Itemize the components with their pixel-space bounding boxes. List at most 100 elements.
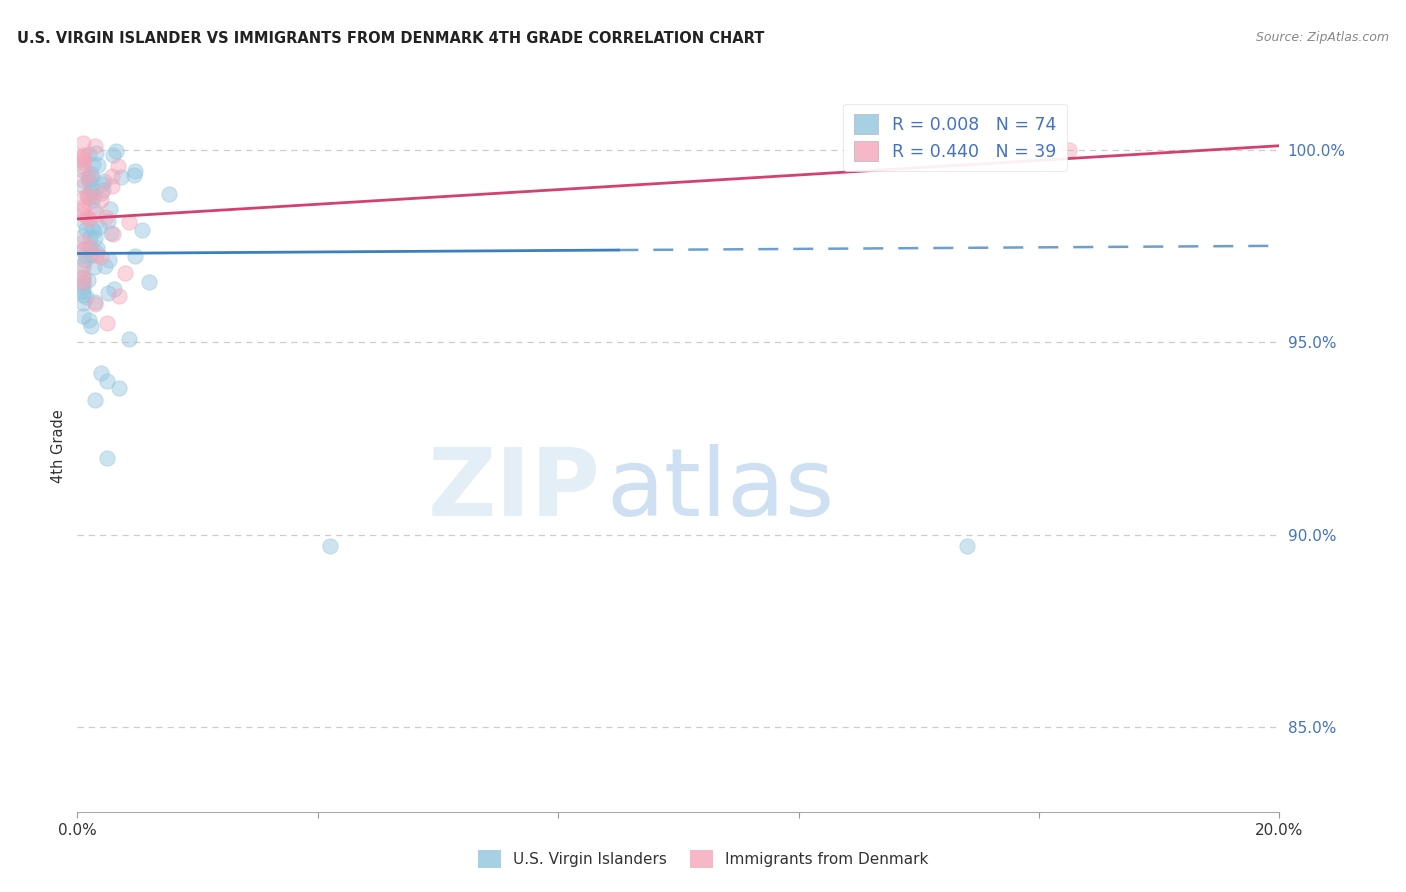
Point <box>89 219 111 234</box>
Point <box>124 168 146 182</box>
Point <box>98 252 121 267</box>
Point <box>83 188 105 202</box>
Point <box>75 222 97 236</box>
Point <box>87 158 110 172</box>
Point <box>94 210 117 224</box>
Point <box>93 260 115 274</box>
Point <box>77 190 100 204</box>
Point <box>956 539 979 553</box>
Point <box>72 155 94 169</box>
Point <box>105 145 128 159</box>
Point <box>138 275 160 289</box>
Legend: U.S. Virgin Islanders, Immigrants from Denmark: U.S. Virgin Islanders, Immigrants from D… <box>471 844 935 873</box>
Point <box>83 260 105 274</box>
Text: ZIP: ZIP <box>427 444 600 536</box>
Point <box>80 248 103 262</box>
Text: Source: ZipAtlas.com: Source: ZipAtlas.com <box>1256 31 1389 45</box>
Point <box>84 295 107 310</box>
Point <box>96 316 118 330</box>
Point <box>117 332 139 346</box>
Point <box>72 270 94 285</box>
Point <box>72 235 94 250</box>
Point <box>98 202 121 216</box>
Point <box>86 241 108 255</box>
Point <box>79 181 101 195</box>
Y-axis label: 4th Grade: 4th Grade <box>51 409 66 483</box>
Point <box>84 139 107 153</box>
Point <box>72 173 94 187</box>
Point <box>73 248 96 262</box>
Point <box>97 285 120 300</box>
Point <box>77 147 100 161</box>
Point <box>90 251 112 265</box>
Point <box>80 185 103 199</box>
Legend: R = 0.008   N = 74, R = 0.440   N = 39: R = 0.008 N = 74, R = 0.440 N = 39 <box>844 103 1067 171</box>
Point <box>103 227 125 242</box>
Point <box>72 214 94 228</box>
Point <box>72 203 94 218</box>
Point <box>1057 143 1080 157</box>
Point <box>319 539 342 553</box>
Point <box>72 159 94 173</box>
Point <box>79 230 101 244</box>
Point <box>72 136 94 150</box>
Point <box>124 249 146 263</box>
Point <box>108 289 131 303</box>
Point <box>72 258 94 272</box>
Text: atlas: atlas <box>606 444 835 536</box>
Point <box>100 226 122 240</box>
Point <box>80 221 103 235</box>
Point <box>84 145 107 160</box>
Point <box>107 159 129 173</box>
Text: U.S. VIRGIN ISLANDER VS IMMIGRANTS FROM DENMARK 4TH GRADE CORRELATION CHART: U.S. VIRGIN ISLANDER VS IMMIGRANTS FROM … <box>17 31 765 46</box>
Point <box>90 366 112 380</box>
Point <box>93 174 115 188</box>
Point <box>114 266 136 280</box>
Point <box>76 187 98 202</box>
Point <box>96 450 118 465</box>
Point <box>72 179 94 194</box>
Point <box>110 170 132 185</box>
Point <box>72 162 94 177</box>
Point <box>91 183 114 197</box>
Point <box>75 290 97 304</box>
Point <box>76 210 98 224</box>
Point <box>101 169 124 183</box>
Point <box>84 206 107 220</box>
Point <box>90 177 112 191</box>
Point <box>77 174 100 188</box>
Point <box>90 186 112 200</box>
Point <box>80 167 103 181</box>
Point <box>96 374 118 388</box>
Point <box>72 150 94 164</box>
Point <box>72 296 94 310</box>
Point <box>73 199 96 213</box>
Point <box>72 284 94 298</box>
Point <box>90 193 112 207</box>
Point <box>124 163 146 178</box>
Point <box>82 170 104 185</box>
Point <box>79 169 101 183</box>
Point <box>80 318 103 333</box>
Point <box>84 231 107 245</box>
Point <box>86 245 108 260</box>
Point <box>79 240 101 254</box>
Point <box>84 248 107 262</box>
Point <box>72 309 94 323</box>
Point <box>72 229 94 244</box>
Point <box>103 282 125 296</box>
Point <box>82 193 104 207</box>
Point <box>76 170 98 185</box>
Point <box>84 296 107 310</box>
Point <box>77 239 100 253</box>
Point <box>72 276 94 290</box>
Point <box>77 313 100 327</box>
Point <box>157 186 180 201</box>
Point <box>83 224 105 238</box>
Point <box>108 381 131 395</box>
Point <box>72 261 94 276</box>
Point <box>79 212 101 227</box>
Point <box>83 202 105 217</box>
Point <box>72 152 94 166</box>
Point <box>72 207 94 221</box>
